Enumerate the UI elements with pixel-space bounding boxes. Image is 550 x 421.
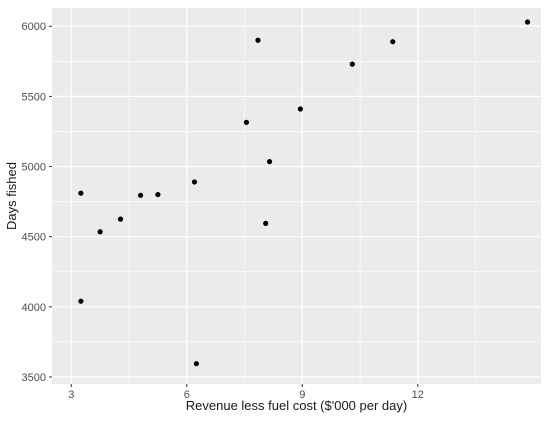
data-point [255, 37, 261, 43]
axis-ticks [49, 25, 419, 387]
data-point [349, 61, 355, 67]
y-axis-title: Days fished [4, 162, 19, 230]
y-tick-label: 4000 [22, 302, 46, 314]
x-tick-label: 9 [299, 389, 305, 401]
data-point [155, 191, 161, 198]
x-axis-title: Revenue less fuel cost ($'000 per day) [186, 398, 407, 413]
x-tick-label: 6 [184, 389, 190, 401]
plot-panel [52, 8, 541, 384]
x-tick-label: 3 [68, 389, 74, 401]
data-point [390, 39, 396, 45]
data-point [78, 298, 84, 304]
y-tick-labels: 3500 4000 4500 5000 5500 6000 [22, 21, 46, 384]
data-point [297, 106, 303, 112]
y-tick-label: 5000 [22, 162, 46, 174]
data-point [263, 220, 269, 226]
data-point [266, 159, 273, 165]
minor-gridlines [52, 8, 541, 384]
data-point [191, 179, 198, 185]
y-tick-label: 6000 [22, 21, 46, 33]
y-tick-label: 3500 [22, 372, 46, 384]
data-point [137, 192, 144, 198]
data-point [97, 229, 103, 235]
data-point [524, 19, 531, 25]
data-point [78, 190, 84, 196]
data-point [193, 361, 199, 367]
y-tick-label: 4500 [22, 232, 46, 244]
major-gridlines [52, 8, 541, 384]
x-tick-label: 12 [412, 389, 424, 401]
data-points [78, 19, 531, 367]
data-point [243, 119, 250, 125]
x-tick-labels: 3 6 9 12 [68, 389, 424, 401]
y-tick-label: 5500 [22, 91, 46, 103]
data-point [117, 216, 124, 222]
